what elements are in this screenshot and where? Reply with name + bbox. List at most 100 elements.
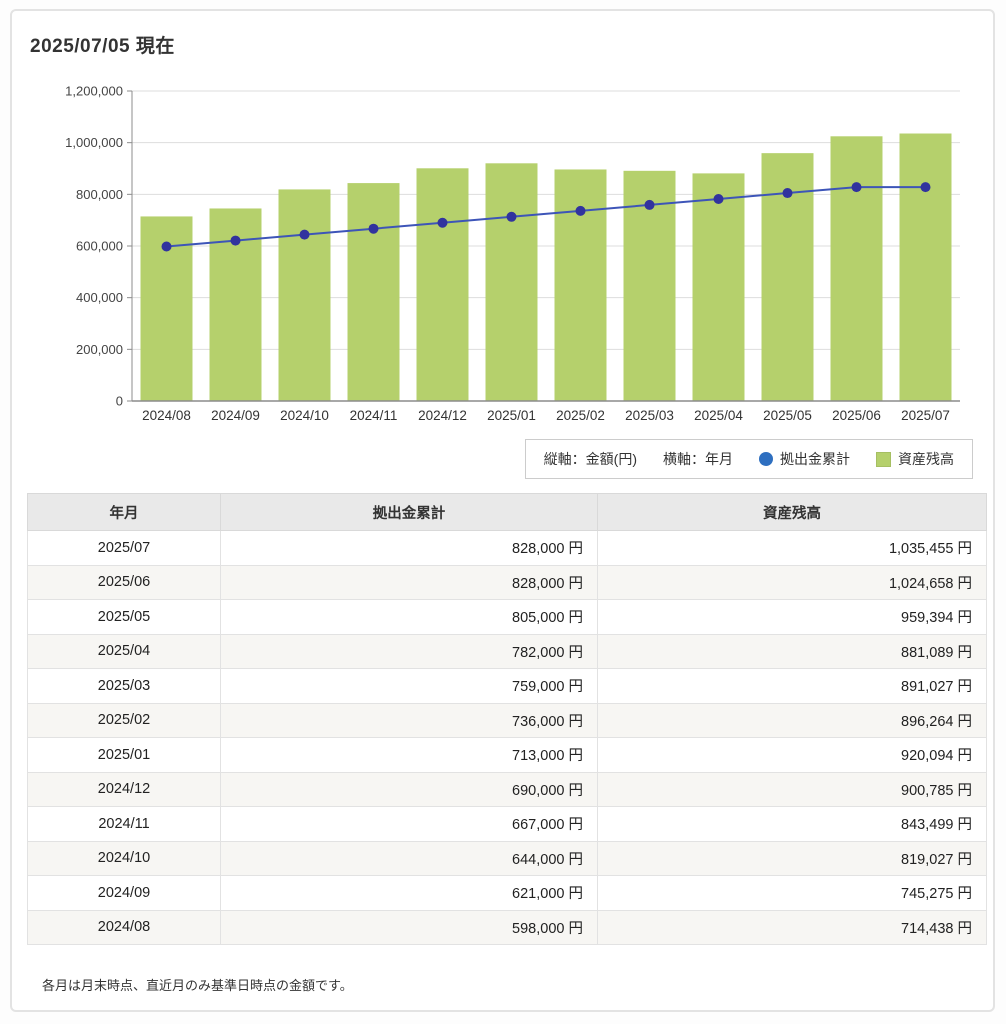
bar-2024/12: [416, 168, 469, 401]
line-dot-2025/04: [713, 193, 724, 204]
header-month: 年月: [27, 493, 221, 531]
x-tick-label: 2025/01: [487, 408, 536, 423]
x-tick-label: 2024/10: [280, 408, 329, 423]
line-series-dot-icon: [759, 452, 773, 466]
table-row: 2024/11 667,000 円 843,499 円: [27, 806, 987, 842]
cell-contribution: 782,000 円: [220, 633, 598, 669]
cell-contribution: 644,000 円: [220, 840, 598, 876]
line-dot-2024/08: [161, 241, 172, 252]
cell-balance: 745,275 円: [597, 875, 987, 911]
cell-balance: 1,035,455 円: [597, 530, 987, 566]
cell-balance: 714,438 円: [597, 909, 987, 945]
cell-month: 2025/07: [27, 530, 221, 566]
x-tick-label: 2025/06: [832, 408, 881, 423]
cell-month: 2025/06: [27, 564, 221, 600]
cell-balance: 843,499 円: [597, 806, 987, 842]
cell-month: 2025/02: [27, 702, 221, 738]
y-tick-label: 400,000: [76, 290, 123, 305]
legend-bar-series: 資産残高: [876, 449, 954, 469]
y-tick-label: 0: [116, 394, 123, 409]
monthly-data-table: 年月 拠出金累計 資産残高 2025/07 828,000 円 1,035,45…: [27, 493, 987, 945]
y-tick-label: 800,000: [76, 187, 123, 202]
cell-balance: 819,027 円: [597, 840, 987, 876]
cell-month: 2025/05: [27, 599, 221, 635]
line-dot-2025/02: [575, 205, 586, 216]
bar-2025/02: [554, 169, 607, 401]
cell-contribution: 805,000 円: [220, 599, 598, 635]
legend-x-axis-label: 横軸：年月: [663, 451, 733, 467]
chart-legend: 縦軸：金額(円) 横軸：年月 拠出金累計 資産残高: [524, 439, 973, 479]
legend-x-axis: 横軸：年月: [663, 449, 733, 469]
cell-month: 2024/09: [27, 875, 221, 911]
x-tick-label: 2025/05: [763, 408, 812, 423]
table-header-row: 年月 拠出金累計 資産残高: [27, 493, 987, 531]
cell-month: 2024/10: [27, 840, 221, 876]
x-tick-label: 2024/11: [350, 408, 398, 423]
footnote: 各月は月末時点、直近月のみ基準日時点の金額です。: [42, 978, 353, 993]
line-dot-2025/01: [506, 211, 517, 222]
y-tick-label: 600,000: [76, 239, 123, 254]
header-balance: 資産残高: [597, 493, 987, 531]
cell-month: 2024/11: [27, 806, 221, 842]
table-row: 2024/09 621,000 円 745,275 円: [27, 875, 987, 911]
table-row: 2025/02 736,000 円 896,264 円: [27, 702, 987, 738]
cell-contribution: 690,000 円: [220, 771, 598, 807]
table-row: 2024/08 598,000 円 714,438 円: [27, 909, 987, 945]
cell-balance: 891,027 円: [597, 668, 987, 704]
y-tick-label: 1,000,000: [65, 135, 123, 150]
cell-contribution: 736,000 円: [220, 702, 598, 738]
cell-month: 2025/04: [27, 633, 221, 669]
line-dot-2025/06: [851, 182, 862, 193]
legend-line-label: 拠出金累計: [780, 451, 850, 467]
cell-balance: 920,094 円: [597, 737, 987, 773]
x-tick-label: 2025/04: [694, 408, 743, 423]
bar-line-chart-svg: 0 200,000 400,000 600,000 800,000 1,000,000 1,…: [65, 84, 960, 423]
legend-y-axis: 縦軸：金額(円): [544, 449, 637, 469]
bar-2025/01: [485, 163, 538, 401]
y-tick-label: 200,000: [76, 342, 123, 357]
bar-2025/06: [830, 136, 883, 401]
x-tick-label: 2025/02: [556, 408, 605, 423]
cell-balance: 959,394 円: [597, 599, 987, 635]
x-tick-label: 2024/08: [142, 408, 191, 423]
cell-contribution: 598,000 円: [220, 909, 598, 945]
bar-series-square-icon: [876, 451, 891, 467]
x-tick-label: 2025/07: [901, 408, 950, 423]
cell-balance: 881,089 円: [597, 633, 987, 669]
cell-contribution: 828,000 円: [220, 564, 598, 600]
table-row: 2025/06 828,000 円 1,024,658 円: [27, 564, 987, 600]
bar-2024/11: [347, 183, 400, 401]
contribution-line: [166, 186, 926, 248]
asset-chart: 0 200,000 400,000 600,000 800,000 1,000,000 1,…: [32, 83, 980, 433]
cell-balance: 900,785 円: [597, 771, 987, 807]
x-tick-label: 2024/09: [211, 408, 260, 423]
line-dot-2024/10: [299, 229, 310, 240]
cell-month: 2025/01: [27, 737, 221, 773]
line-dot-2024/11: [368, 223, 379, 234]
report-card: 2025/07/05 現在 0 200,000 400,000 600,000 800,…: [10, 9, 995, 1012]
page-title: 2025/07/05 現在: [30, 36, 175, 57]
cell-contribution: 667,000 円: [220, 806, 598, 842]
y-tick-label: 1,200,000: [65, 84, 123, 99]
table-row: 2025/03 759,000 円 891,027 円: [27, 668, 987, 704]
x-tick-label: 2024/12: [418, 408, 467, 423]
table-row: 2025/04 782,000 円 881,089 円: [27, 633, 987, 669]
line-dot-2025/03: [644, 199, 655, 210]
line-dot-2025/05: [782, 188, 793, 199]
line-dot-2024/09: [230, 235, 241, 246]
cell-contribution: 828,000 円: [220, 530, 598, 566]
cell-contribution: 621,000 円: [220, 875, 598, 911]
cell-month: 2024/12: [27, 771, 221, 807]
cell-month: 2024/08: [27, 909, 221, 945]
line-dot-2024/12: [437, 217, 448, 228]
bar-2025/07: [899, 133, 952, 402]
line-dot-2025/07: [920, 182, 931, 193]
table-row: 2024/12 690,000 円 900,785 円: [27, 771, 987, 807]
cell-month: 2025/03: [27, 668, 221, 704]
table-row: 2025/01 713,000 円 920,094 円: [27, 737, 987, 773]
table-row: 2025/07 828,000 円 1,035,455 円: [27, 530, 987, 566]
cell-contribution: 713,000 円: [220, 737, 598, 773]
cell-balance: 1,024,658 円: [597, 564, 987, 600]
bar-2024/10: [278, 189, 331, 401]
legend-line-series: 拠出金累計: [759, 449, 850, 469]
